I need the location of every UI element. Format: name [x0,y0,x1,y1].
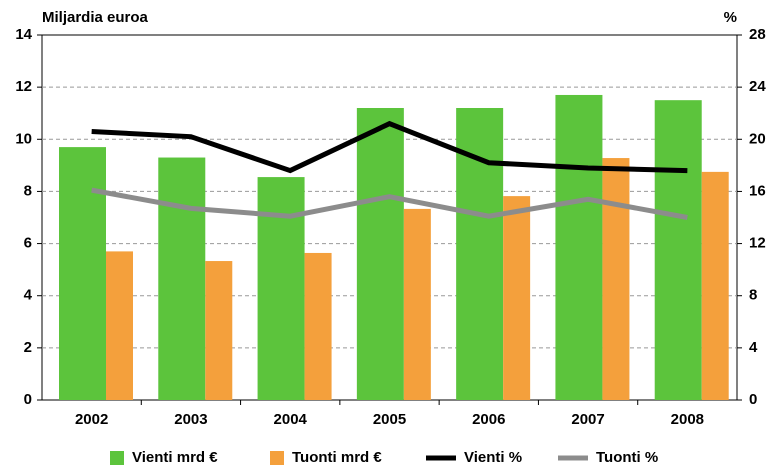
bar [654,100,702,400]
bar [205,261,233,400]
x-tick-label: 2008 [671,411,704,428]
y2-tick-label: 12 [749,235,766,252]
legend-label: Vienti mrd € [132,449,218,466]
x-tick-label: 2003 [174,411,207,428]
legend-label: Vienti % [464,449,522,466]
y2-tick-label: 28 [749,26,766,43]
x-tick-label: 2006 [472,411,505,428]
y2-tick-label: 24 [749,78,766,95]
x-tick-label: 2004 [274,411,308,428]
bar [403,208,431,400]
y-tick-label: 12 [15,78,32,95]
y-tick-label: 8 [24,182,32,199]
bar [59,147,106,400]
y2-tick-label: 8 [749,287,757,304]
bar [555,94,603,400]
y-tick-label: 14 [15,26,32,43]
legend-swatch [110,451,124,465]
bar [304,252,332,400]
x-tick-label: 2007 [571,411,604,428]
x-tick-label: 2005 [373,411,406,428]
y2-tick-label: 20 [749,130,766,147]
bar [257,177,305,400]
y2-tick-label: 4 [749,339,758,356]
y2-tick-label: 16 [749,182,766,199]
line-series [91,120,688,174]
legend-swatch [270,451,284,465]
bar [158,157,206,400]
y-axis-label: Miljardia euroa [42,9,149,26]
x-tick-label: 2002 [75,411,108,428]
legend-label: Tuonti mrd € [292,449,382,466]
line-series [91,187,688,220]
y-tick-label: 2 [24,339,32,356]
y2-axis-label: % [724,9,737,26]
y-tick-label: 6 [24,235,32,252]
bar [356,108,404,400]
y-tick-label: 10 [15,130,32,147]
y2-tick-label: 0 [749,391,757,408]
bar [106,251,133,400]
bar [701,171,729,400]
bar [602,158,630,400]
legend-label: Tuonti % [596,449,658,466]
bar [503,196,531,400]
y-tick-label: 0 [24,391,32,408]
y-tick-label: 4 [24,287,33,304]
